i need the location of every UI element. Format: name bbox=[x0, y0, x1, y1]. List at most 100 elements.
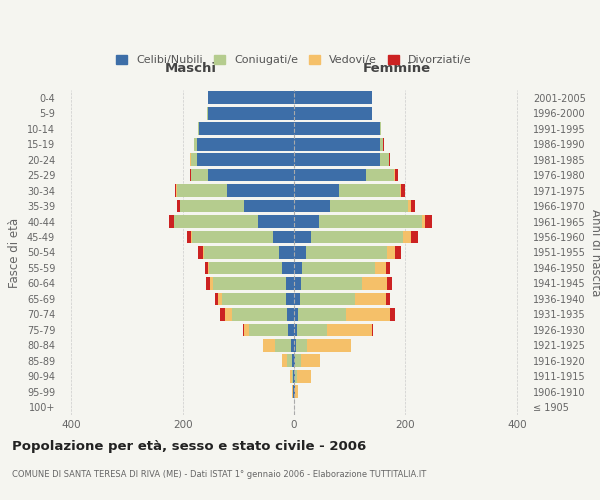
Bar bbox=[386, 292, 391, 306]
Bar bbox=[225, 308, 232, 321]
Bar bbox=[263, 339, 275, 351]
Bar bbox=[294, 339, 296, 351]
Bar bbox=[294, 324, 297, 336]
Bar bbox=[367, 169, 394, 181]
Bar bbox=[372, 324, 373, 336]
Bar bbox=[177, 184, 227, 197]
Bar bbox=[197, 154, 294, 166]
Bar bbox=[279, 246, 294, 259]
Bar bbox=[286, 277, 294, 290]
Bar bbox=[192, 230, 273, 243]
Bar bbox=[191, 154, 197, 166]
Bar bbox=[273, 230, 294, 243]
Bar bbox=[338, 184, 400, 197]
Bar bbox=[346, 308, 391, 321]
Bar bbox=[298, 370, 311, 382]
Text: Popolazione per età, sesso e stato civile - 2006: Popolazione per età, sesso e stato civil… bbox=[12, 440, 366, 453]
Bar bbox=[286, 292, 294, 306]
Bar bbox=[301, 277, 362, 290]
Bar bbox=[175, 184, 176, 197]
Bar bbox=[244, 200, 294, 212]
Bar bbox=[294, 122, 380, 135]
Bar bbox=[400, 184, 401, 197]
Bar bbox=[204, 246, 279, 259]
Bar bbox=[258, 215, 294, 228]
Bar bbox=[198, 122, 199, 135]
Bar bbox=[208, 107, 294, 120]
Bar bbox=[205, 262, 208, 274]
Bar bbox=[395, 169, 398, 181]
Bar bbox=[294, 92, 372, 104]
Bar bbox=[295, 386, 298, 398]
Bar bbox=[387, 246, 395, 259]
Bar bbox=[411, 230, 418, 243]
Bar bbox=[294, 262, 302, 274]
Text: Femmine: Femmine bbox=[363, 62, 431, 76]
Bar bbox=[295, 354, 301, 367]
Bar bbox=[307, 339, 352, 351]
Bar bbox=[294, 292, 299, 306]
Bar bbox=[292, 354, 294, 367]
Bar bbox=[187, 230, 191, 243]
Bar bbox=[198, 246, 203, 259]
Bar bbox=[197, 138, 294, 150]
Bar bbox=[220, 308, 225, 321]
Bar bbox=[380, 122, 382, 135]
Bar bbox=[294, 154, 380, 166]
Bar bbox=[362, 277, 387, 290]
Bar bbox=[425, 215, 431, 228]
Bar bbox=[211, 277, 213, 290]
Bar bbox=[290, 370, 292, 382]
Bar bbox=[330, 200, 408, 212]
Bar bbox=[355, 292, 386, 306]
Bar bbox=[294, 246, 306, 259]
Bar bbox=[199, 122, 294, 135]
Bar bbox=[296, 339, 307, 351]
Bar bbox=[222, 292, 286, 306]
Bar bbox=[408, 200, 411, 212]
Bar bbox=[218, 292, 222, 306]
Bar bbox=[169, 215, 173, 228]
Bar bbox=[194, 138, 197, 150]
Bar bbox=[294, 200, 330, 212]
Bar bbox=[283, 354, 287, 367]
Bar bbox=[294, 184, 338, 197]
Bar bbox=[289, 324, 294, 336]
Bar bbox=[243, 324, 244, 336]
Bar bbox=[287, 354, 292, 367]
Y-axis label: Fasce di età: Fasce di età bbox=[8, 218, 21, 288]
Bar bbox=[208, 92, 294, 104]
Bar bbox=[275, 339, 291, 351]
Bar bbox=[386, 262, 391, 274]
Bar bbox=[389, 154, 391, 166]
Bar bbox=[174, 215, 258, 228]
Bar bbox=[294, 138, 380, 150]
Bar bbox=[394, 169, 395, 181]
Bar bbox=[297, 324, 328, 336]
Bar bbox=[191, 169, 208, 181]
Bar bbox=[302, 262, 375, 274]
Bar bbox=[294, 354, 295, 367]
Bar bbox=[391, 308, 395, 321]
Bar bbox=[232, 308, 287, 321]
Bar bbox=[295, 370, 298, 382]
Bar bbox=[403, 230, 411, 243]
Bar bbox=[299, 292, 355, 306]
Bar bbox=[294, 215, 319, 228]
Bar bbox=[190, 169, 191, 181]
Bar bbox=[208, 262, 209, 274]
Legend: Celibi/Nubili, Coniugati/e, Vedovi/e, Divorziati/e: Celibi/Nubili, Coniugati/e, Vedovi/e, Di… bbox=[112, 50, 476, 70]
Bar bbox=[227, 184, 294, 197]
Bar bbox=[380, 138, 383, 150]
Bar bbox=[387, 277, 392, 290]
Bar bbox=[294, 169, 367, 181]
Bar bbox=[294, 277, 301, 290]
Bar bbox=[319, 215, 422, 228]
Bar bbox=[294, 107, 372, 120]
Bar bbox=[244, 324, 250, 336]
Bar bbox=[208, 169, 294, 181]
Bar bbox=[177, 200, 180, 212]
Bar bbox=[282, 262, 294, 274]
Text: COMUNE DI SANTA TERESA DI RIVA (ME) - Dati ISTAT 1° gennaio 2006 - Elaborazione : COMUNE DI SANTA TERESA DI RIVA (ME) - Da… bbox=[12, 470, 426, 479]
Bar bbox=[291, 339, 294, 351]
